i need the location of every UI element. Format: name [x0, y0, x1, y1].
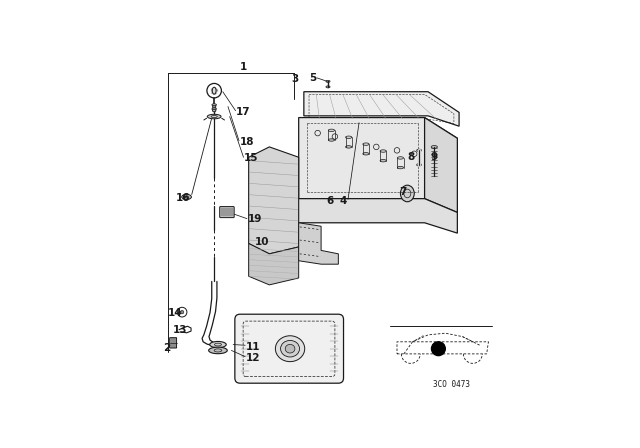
Text: 3CO 0473: 3CO 0473	[433, 380, 470, 389]
Ellipse shape	[397, 157, 404, 159]
Ellipse shape	[210, 341, 226, 348]
Text: 4: 4	[340, 196, 348, 207]
Ellipse shape	[363, 153, 369, 155]
Text: 8: 8	[408, 152, 415, 162]
Ellipse shape	[207, 114, 221, 119]
Ellipse shape	[328, 139, 335, 141]
Ellipse shape	[401, 185, 414, 202]
Text: 12: 12	[246, 353, 260, 363]
Text: 6: 6	[326, 196, 333, 207]
Ellipse shape	[417, 149, 422, 151]
Text: 2: 2	[163, 343, 170, 353]
Ellipse shape	[346, 146, 352, 148]
Ellipse shape	[397, 166, 404, 169]
FancyBboxPatch shape	[220, 207, 234, 218]
Ellipse shape	[380, 159, 387, 162]
Polygon shape	[269, 198, 458, 233]
Text: 18: 18	[239, 137, 254, 147]
Ellipse shape	[326, 80, 330, 82]
Text: 1: 1	[240, 62, 247, 72]
Text: 17: 17	[236, 107, 250, 117]
Text: 5: 5	[309, 73, 316, 83]
Ellipse shape	[417, 164, 422, 166]
Text: 16: 16	[176, 193, 190, 202]
Text: 15: 15	[243, 153, 258, 163]
Ellipse shape	[346, 136, 352, 138]
Text: 9: 9	[431, 152, 438, 162]
Ellipse shape	[212, 108, 216, 110]
Ellipse shape	[182, 194, 191, 199]
Ellipse shape	[212, 87, 216, 94]
Ellipse shape	[212, 106, 216, 108]
Text: 14: 14	[168, 308, 183, 318]
FancyBboxPatch shape	[235, 314, 344, 383]
Ellipse shape	[285, 345, 295, 353]
Polygon shape	[304, 92, 459, 126]
Text: 10: 10	[255, 237, 269, 247]
Ellipse shape	[280, 340, 300, 357]
Text: 3: 3	[292, 73, 299, 84]
Polygon shape	[249, 244, 299, 285]
Polygon shape	[249, 147, 299, 254]
Polygon shape	[299, 223, 339, 264]
Circle shape	[180, 310, 184, 314]
Ellipse shape	[328, 129, 335, 132]
Text: 13: 13	[173, 325, 188, 335]
Text: 11: 11	[246, 342, 260, 352]
Ellipse shape	[212, 110, 216, 112]
Ellipse shape	[275, 336, 305, 362]
Ellipse shape	[431, 146, 437, 148]
Text: 19: 19	[247, 214, 262, 224]
Polygon shape	[299, 117, 458, 212]
Ellipse shape	[363, 143, 369, 145]
Ellipse shape	[380, 150, 387, 152]
Ellipse shape	[209, 347, 227, 354]
Text: 7: 7	[399, 187, 407, 197]
Polygon shape	[424, 117, 458, 212]
FancyBboxPatch shape	[170, 338, 177, 348]
Ellipse shape	[212, 104, 216, 106]
Circle shape	[431, 342, 445, 356]
Ellipse shape	[326, 86, 330, 88]
